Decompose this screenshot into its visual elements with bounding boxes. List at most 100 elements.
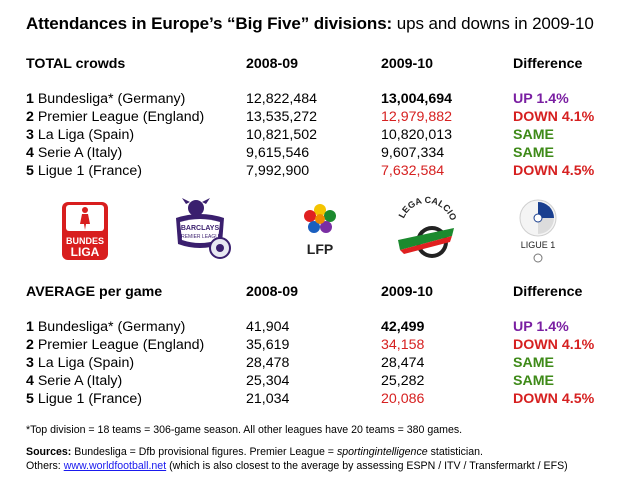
- league-name: Serie A (Italy): [37, 373, 123, 389]
- rank-number: 1: [26, 319, 34, 335]
- value-2008-09: 7,992,900: [246, 163, 310, 179]
- svg-text:BUNDES: BUNDES: [66, 236, 104, 246]
- sources-label: Sources:: [26, 446, 72, 458]
- difference-value: SAME: [513, 373, 554, 389]
- header-2008-09: 2008-09: [246, 284, 299, 300]
- league-cell: 5 Ligue 1 (France): [26, 391, 142, 407]
- difference-value: UP 1.4%: [513, 319, 569, 335]
- value-2009-10: 34,158: [381, 337, 425, 353]
- rank-number: 5: [26, 163, 34, 179]
- header-difference: Difference: [513, 284, 583, 300]
- league-name: Premier League (England): [37, 337, 205, 353]
- value-2008-09: 12,822,484: [246, 91, 318, 107]
- difference-value: UP 1.4%: [513, 91, 569, 107]
- league-name: Ligue 1 (France): [37, 391, 142, 407]
- table-row: 4 Serie A (Italy) 9,615,546 9,607,334 SAME: [26, 145, 626, 163]
- table-row: 3 La Liga (Spain) 10,821,502 10,820,013 SAM…: [26, 127, 626, 145]
- value-2008-09: 35,619: [246, 337, 290, 353]
- table-row: 4 Serie A (Italy) 25,304 25,282 SAME: [26, 373, 626, 391]
- league-name: Bundesliga* (Germany): [37, 319, 186, 335]
- bundesliga-logo-icon: BUNDES LIGA: [62, 202, 108, 260]
- league-cell: 5 Ligue 1 (France): [26, 163, 142, 179]
- league-cell: 1 Bundesliga* (Germany): [26, 91, 185, 107]
- league-name: Serie A (Italy): [37, 145, 123, 161]
- rank-number: 2: [26, 337, 34, 353]
- difference-value: DOWN 4.5%: [513, 163, 595, 179]
- league-name: Bundesliga* (Germany): [37, 91, 186, 107]
- league-name: Premier League (England): [37, 109, 205, 125]
- sources-text-1: Bundesliga = Dfb provisional figures. Pr…: [71, 446, 337, 458]
- value-2009-10: 20,086: [381, 391, 425, 407]
- table-row: 5 Ligue 1 (France) 7,992,900 7,632,584 DOWN…: [26, 163, 626, 181]
- svg-text:LIGA: LIGA: [71, 245, 100, 259]
- league-cell: 3 La Liga (Spain): [26, 127, 134, 143]
- difference-value: DOWN 4.5%: [513, 391, 595, 407]
- header-2008-09: 2008-09: [246, 56, 299, 72]
- rank-number: 1: [26, 91, 34, 107]
- league-cell: 3 La Liga (Spain): [26, 355, 134, 371]
- value-2009-10: 10,820,013: [381, 127, 453, 143]
- title-bold: Attendances in Europe’s “Big Five” divis…: [26, 14, 393, 33]
- league-cell: 4 Serie A (Italy): [26, 373, 122, 389]
- total-header-row: TOTAL crowds 2008-09 2009-10 Difference: [26, 56, 626, 74]
- league-cell: 4 Serie A (Italy): [26, 145, 122, 161]
- difference-value: SAME: [513, 127, 554, 143]
- league-name: La Liga (Spain): [37, 127, 135, 143]
- lega-calcio-logo-icon: LEGA CALCIO: [397, 195, 459, 258]
- header-category: AVERAGE per game: [26, 284, 163, 300]
- svg-text:BARCLAYS: BARCLAYS: [181, 225, 220, 232]
- league-cell: 1 Bundesliga* (Germany): [26, 319, 185, 335]
- footnote: *Top division = 18 teams = 306-game seas…: [26, 424, 463, 436]
- value-2008-09: 41,904: [246, 319, 290, 335]
- rank-number: 4: [26, 145, 34, 161]
- sources-text-2: statistician.: [427, 446, 483, 458]
- svg-text:LIGUE 1: LIGUE 1: [521, 240, 556, 250]
- page-title: Attendances in Europe’s “Big Five” divis…: [26, 14, 594, 34]
- svg-text:LFP: LFP: [307, 241, 333, 257]
- value-2009-10: 25,282: [381, 373, 425, 389]
- value-2008-09: 9,615,546: [246, 145, 310, 161]
- table-row: 2 Premier League (England) 13,535,272 12,9…: [26, 109, 626, 127]
- worldfootball-link[interactable]: www.worldfootball.net: [63, 460, 167, 472]
- table-row: 3 La Liga (Spain) 28,478 28,474 SAME: [26, 355, 626, 373]
- table-row: 2 Premier League (England) 35,619 34,158 DO…: [26, 337, 626, 355]
- rank-number: 5: [26, 391, 34, 407]
- svg-text:LEGA CALCIO: LEGA CALCIO: [397, 195, 459, 222]
- table-row: 1 Bundesliga* (Germany) 41,904 42,499 UP 1.…: [26, 319, 626, 337]
- average-header-row: AVERAGE per game 2008-09 2009-10 Differe…: [26, 284, 626, 302]
- value-2009-10: 12,979,882: [381, 109, 453, 125]
- value-2009-10: 42,499: [381, 319, 425, 335]
- rank-number: 3: [26, 355, 34, 371]
- value-2008-09: 25,304: [246, 373, 290, 389]
- svg-text:PREMIER LEAGUE: PREMIER LEAGUE: [178, 234, 223, 240]
- others-label: Others:: [26, 460, 64, 472]
- premier-league-logo-icon: BARCLAYS PREMIER LEAGUE: [176, 198, 231, 259]
- others-rest: (which is also closest to the average by…: [166, 460, 568, 472]
- header-category: TOTAL crowds: [26, 56, 126, 72]
- value-2008-09: 13,535,272: [246, 109, 318, 125]
- value-2009-10: 13,004,694: [381, 91, 453, 107]
- value-2008-09: 21,034: [246, 391, 290, 407]
- league-cell: 2 Premier League (England): [26, 109, 204, 125]
- value-2009-10: 7,632,584: [381, 163, 445, 179]
- header-difference: Difference: [513, 56, 583, 72]
- difference-value: DOWN 4.1%: [513, 337, 595, 353]
- league-name: La Liga (Spain): [37, 355, 135, 371]
- difference-value: DOWN 4.1%: [513, 109, 595, 125]
- rank-number: 3: [26, 127, 34, 143]
- value-2009-10: 9,607,334: [381, 145, 445, 161]
- sources-italic: sportingintelligence: [336, 446, 428, 458]
- header-2009-10: 2009-10: [381, 284, 434, 300]
- others-line: Others: www.worldfootball.net (which is …: [26, 460, 568, 472]
- league-name: Ligue 1 (France): [37, 163, 142, 179]
- ligue1-logo-icon: LIGUE 1: [519, 199, 557, 263]
- table-row: 5 Ligue 1 (France) 21,034 20,086 DOWN 4.5%: [26, 391, 626, 409]
- difference-value: SAME: [513, 355, 554, 371]
- sources-line: Sources: Bundesliga = Dfb provisional fi…: [26, 446, 483, 458]
- league-cell: 2 Premier League (England): [26, 337, 204, 353]
- rank-number: 2: [26, 109, 34, 125]
- header-2009-10: 2009-10: [381, 56, 434, 72]
- difference-value: SAME: [513, 145, 554, 161]
- value-2008-09: 10,821,502: [246, 127, 318, 143]
- rank-number: 4: [26, 373, 34, 389]
